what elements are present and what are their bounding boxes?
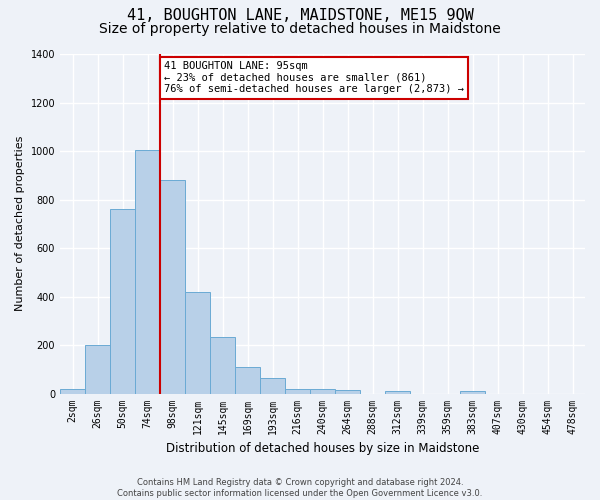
Bar (285, 388, 310, 394)
Bar (85, 345, 110, 394)
Bar (135, 150, 160, 394)
Bar (60, 388, 85, 394)
Text: 41, BOUGHTON LANE, MAIDSTONE, ME15 9QW: 41, BOUGHTON LANE, MAIDSTONE, ME15 9QW (127, 8, 473, 22)
Y-axis label: Number of detached properties: Number of detached properties (15, 136, 25, 312)
Bar (185, 292, 210, 394)
Bar (385, 391, 410, 394)
Bar (235, 367, 260, 394)
Text: 41 BOUGHTON LANE: 95sqm
← 23% of detached houses are smaller (861)
76% of semi-d: 41 BOUGHTON LANE: 95sqm ← 23% of detache… (164, 62, 464, 94)
Bar (160, 180, 185, 394)
Text: Size of property relative to detached houses in Maidstone: Size of property relative to detached ho… (99, 22, 501, 36)
X-axis label: Distribution of detached houses by size in Maidstone: Distribution of detached houses by size … (166, 442, 479, 455)
Bar (110, 209, 135, 394)
Bar (260, 378, 285, 394)
Bar (460, 391, 485, 394)
Bar (335, 390, 360, 394)
Bar (310, 388, 335, 394)
Text: Contains HM Land Registry data © Crown copyright and database right 2024.
Contai: Contains HM Land Registry data © Crown c… (118, 478, 482, 498)
Bar (210, 336, 235, 394)
